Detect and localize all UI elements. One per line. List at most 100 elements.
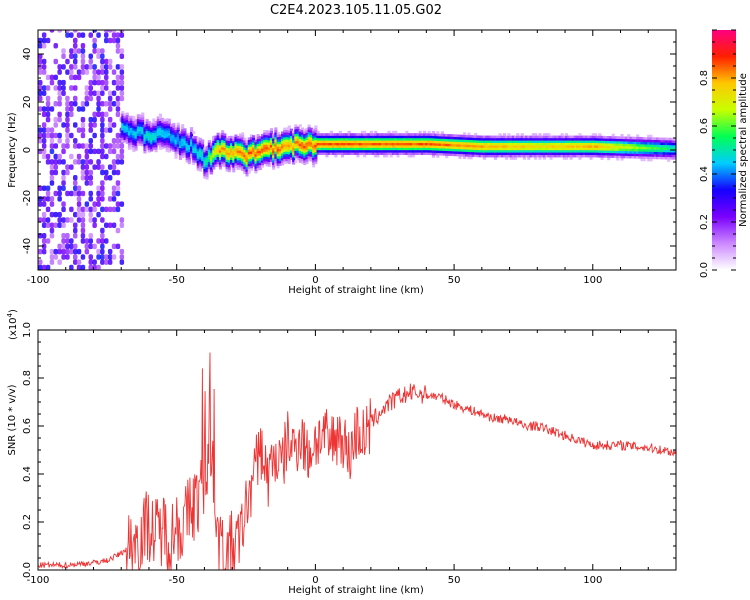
heatmap-cell: [207, 166, 211, 170]
heatmap-cell: [80, 164, 86, 170]
heatmap-cell: [642, 139, 646, 142]
heatmap-cell: [440, 133, 444, 137]
heatmap-cell: [451, 136, 455, 140]
heatmap-cell: [478, 147, 482, 151]
heatmap-cell: [376, 145, 380, 148]
heatmap-cell: [622, 150, 626, 154]
heatmap-cell: [88, 79, 93, 86]
heatmap-cell: [234, 153, 238, 157]
heatmap-cell: [363, 142, 367, 146]
heatmap-cell: [569, 145, 573, 148]
heatmap-cell: [491, 154, 495, 158]
heatmap-cell: [45, 159, 51, 165]
heatmap-cell: [274, 139, 278, 142]
heatmap-cell: [183, 135, 187, 139]
heatmap-cell: [163, 138, 167, 141]
heatmap-cell: [283, 156, 287, 160]
heatmap-cell: [276, 132, 280, 135]
heatmap-cell: [301, 134, 305, 138]
heatmap-cell: [431, 138, 435, 141]
heatmap-cell: [489, 147, 493, 151]
heatmap-cell: [520, 150, 524, 153]
heatmap-cell: [205, 174, 209, 178]
heatmap-cell: [556, 142, 560, 146]
heatmap-cell: [104, 254, 109, 260]
heatmap-cell: [520, 154, 524, 158]
heatmap-cell: [38, 248, 43, 255]
heatmap-cell: [307, 139, 311, 142]
heatmap-cell: [325, 140, 329, 143]
heatmap-cell: [276, 144, 280, 147]
heatmap-cell: [298, 160, 302, 163]
heatmap-cell: [45, 196, 51, 202]
heatmap-cell: [203, 161, 207, 165]
heatmap-cell: [636, 148, 640, 152]
heatmap-cell: [309, 156, 313, 160]
heatmap-cell: [664, 149, 668, 153]
heatmap-cell: [201, 156, 205, 159]
heatmap-cell: [327, 135, 331, 139]
heatmap-cell: [100, 48, 105, 54]
heatmap-cell: [549, 157, 553, 160]
heatmap-cell: [136, 138, 140, 141]
heatmap-cell: [656, 156, 660, 160]
heatmap-cell: [534, 140, 538, 143]
heatmap-cell: [158, 132, 162, 136]
heatmap-cell: [534, 142, 538, 146]
heatmap-cell: [210, 155, 214, 158]
heatmap-cell: [465, 139, 469, 143]
heatmap-cell: [627, 143, 631, 147]
heatmap-cell: [611, 140, 615, 144]
heatmap-cell: [622, 143, 626, 147]
heatmap-cell: [598, 150, 602, 153]
heatmap-cell: [80, 116, 86, 123]
heatmap-cell: [152, 137, 156, 141]
heatmap-cell: [88, 148, 93, 155]
heatmap-cell: [558, 154, 562, 158]
heatmap-cell: [436, 152, 440, 156]
heatmap-cell: [143, 148, 147, 152]
heatmap-cell: [616, 148, 620, 151]
heatmap-cell: [525, 145, 529, 148]
heatmap-cell: [73, 58, 78, 65]
heatmap-cell: [607, 148, 611, 151]
heatmap-cell: [307, 136, 311, 140]
heatmap-cell: [125, 124, 129, 128]
heatmap-cell: [625, 143, 629, 147]
heatmap-cell: [263, 132, 267, 136]
heatmap-cell: [165, 127, 169, 131]
heatmap-cell: [165, 123, 169, 126]
heatmap-cell: [111, 222, 117, 228]
snr-panel: -100 -50 0 50 100 0.00.20.40.60.81.0 Height …: [6, 309, 677, 596]
heatmap-cell: [115, 48, 121, 54]
heatmap-cell: [651, 151, 655, 155]
heatmap-cell: [516, 140, 520, 143]
heatmap-cell: [318, 142, 322, 146]
heatmap-cell: [80, 101, 86, 107]
heatmap-cell: [123, 113, 127, 116]
heatmap-cell: [45, 106, 51, 112]
heatmap-cell: [187, 140, 191, 143]
heatmap-cell: [392, 135, 396, 139]
heatmap-cell: [61, 254, 66, 260]
heatmap-cell: [104, 64, 109, 70]
heatmap-cell: [407, 140, 411, 143]
heatmap-cell: [591, 150, 595, 153]
heatmap-cell: [136, 121, 140, 124]
heatmap-cell: [520, 142, 524, 146]
heatmap-cell: [96, 74, 101, 81]
heatmap-cell: [620, 143, 624, 147]
heatmap-cell: [170, 131, 174, 134]
heatmap-cell: [132, 123, 136, 126]
heatmap-cell: [434, 133, 438, 137]
heatmap-cell: [509, 142, 513, 146]
heatmap-cell: [80, 58, 86, 65]
heatmap-cell: [172, 137, 176, 140]
heatmap-cell: [261, 150, 265, 154]
heatmap-cell: [589, 135, 593, 139]
heatmap-cell: [585, 140, 589, 143]
heatmap-cell: [458, 151, 462, 154]
heatmap-cell: [387, 152, 391, 155]
heatmap-cell: [633, 136, 637, 140]
heatmap-cell: [65, 169, 70, 176]
